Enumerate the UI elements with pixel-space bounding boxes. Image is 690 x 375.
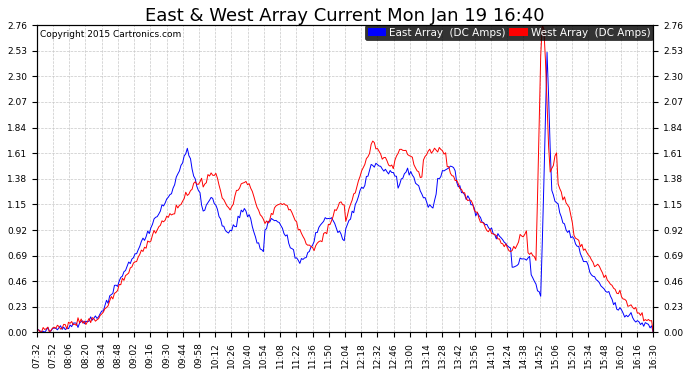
Legend: East Array  (DC Amps), West Array  (DC Amps): East Array (DC Amps), West Array (DC Amp… <box>365 25 653 40</box>
Title: East & West Array Current Mon Jan 19 16:40: East & West Array Current Mon Jan 19 16:… <box>146 7 544 25</box>
Text: Copyright 2015 Cartronics.com: Copyright 2015 Cartronics.com <box>40 30 181 39</box>
